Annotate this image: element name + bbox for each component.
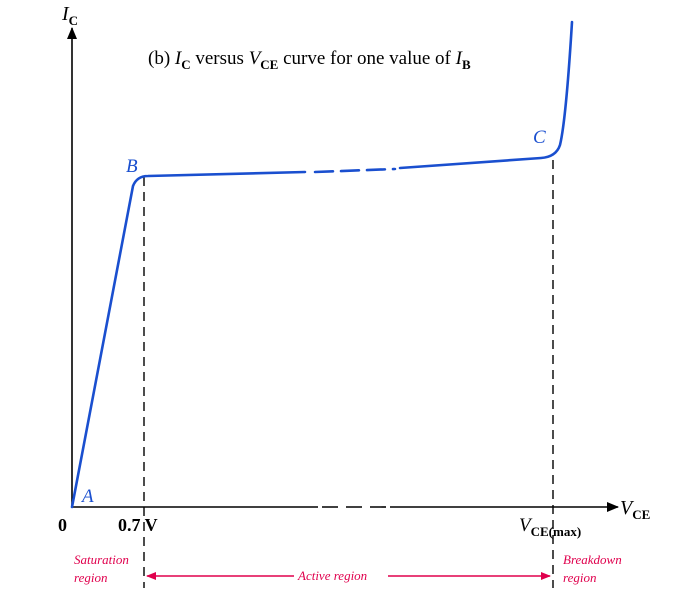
ic-curve xyxy=(70,20,574,509)
origin-label: 0 xyxy=(58,515,67,535)
vce-max-label: VCE(max) xyxy=(519,515,581,539)
active-region-label: Active region xyxy=(297,568,367,583)
chart-title: (b) IC versus VCE curve for one value of… xyxy=(148,48,471,72)
point-a-label: A xyxy=(80,486,94,507)
saturation-region-label: Saturation region xyxy=(74,552,129,585)
x-axis-label: VCE xyxy=(620,497,650,522)
point-b-label: B xyxy=(126,156,138,177)
point-c-label: C xyxy=(533,127,546,148)
y-axis-label: IC xyxy=(61,3,78,28)
breakdown-region-label: Breakdown region xyxy=(563,552,622,585)
knee-voltage-label: 0.7 V xyxy=(118,515,158,535)
